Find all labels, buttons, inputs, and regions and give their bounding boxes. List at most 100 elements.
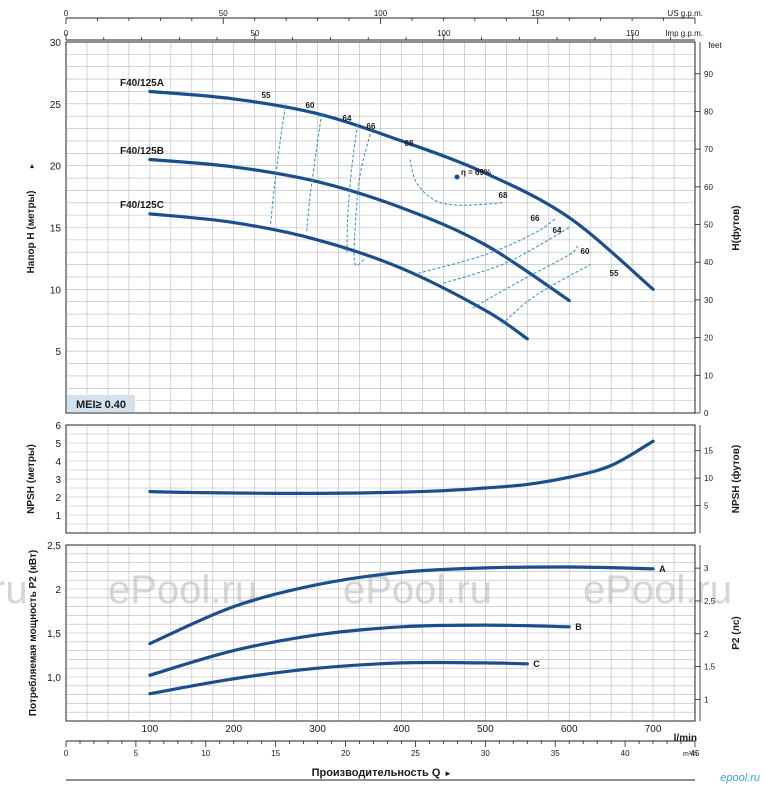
imp-gpm-tick-label: 150 [626, 29, 640, 38]
npsh-ytick-label: 3 [55, 475, 61, 486]
head-series-label: F40/125C [120, 200, 164, 211]
efficiency-label-right: 68 [499, 191, 508, 200]
corner-logo-text: epool.ru [720, 772, 760, 784]
efficiency-label-right: 64 [553, 226, 562, 235]
power-panel-frame [65, 544, 696, 722]
power-ytick-label: 1,5 [47, 629, 61, 640]
head-feet-unit: feet [708, 41, 722, 50]
npsh-ytick-label: 1 [55, 511, 61, 522]
power-y2tick-label: 2,5 [704, 597, 716, 606]
head-y2tick-label: 20 [704, 334, 713, 343]
m3h-tick-label: 20 [341, 749, 350, 758]
power-ytick-label: 1,0 [47, 673, 61, 684]
m3h-tick-label: 35 [551, 749, 560, 758]
lmin-tick-label: 300 [309, 724, 326, 735]
head-ytick-label: 20 [50, 162, 62, 173]
npsh-ytick-label: 4 [55, 457, 61, 468]
m3h-tick-label: 45 [691, 749, 700, 758]
power-ytick-label: 2 [55, 585, 61, 596]
efficiency-line-right [418, 217, 557, 274]
efficiency-label: 66 [367, 122, 376, 131]
m3h-tick-label: 30 [481, 749, 490, 758]
grid-layer [66, 42, 695, 721]
head-panel-frame [65, 41, 696, 414]
m3h-tick-label: 15 [271, 749, 280, 758]
imp-gpm-tick-label: 100 [437, 29, 451, 38]
lmin-tick-label: 500 [477, 724, 494, 735]
axes-layer [65, 17, 701, 781]
efficiency-line-left [409, 159, 503, 206]
mei-badge-text: MEI≥ 0.40 [76, 399, 126, 411]
efficiency-label: 64 [343, 114, 352, 123]
head-series-label: F40/125B [120, 146, 164, 157]
power-ytick-label: 2,5 [47, 541, 61, 552]
efficiency-line-left [353, 133, 371, 266]
efficiency-label-right: 55 [610, 269, 619, 278]
npsh-ytick-label: 5 [55, 439, 61, 450]
efficiency-label: 60 [306, 101, 315, 110]
npsh-y2label: NPSH (футов) [730, 445, 742, 514]
power-series-label: C [533, 659, 540, 669]
head-series-line [148, 157, 571, 303]
power-series-line [148, 623, 571, 677]
m3h-tick-label: 5 [134, 749, 139, 758]
head-ylabel-arrow: ► [29, 163, 36, 170]
efficiency-line-right [501, 264, 591, 325]
efficiency-line-left [306, 112, 323, 232]
head-y2tick-label: 50 [704, 221, 713, 230]
lmin-tick-label: 400 [393, 724, 410, 735]
lmin-tick-label: 600 [561, 724, 578, 735]
mei-badge-bg [67, 395, 135, 412]
lmin-tick-label: 700 [645, 724, 662, 735]
head-ylabel: Напор H (метры) [26, 191, 37, 274]
npsh-ytick-label: 6 [55, 421, 61, 432]
head-series-label: F40/125A [120, 78, 164, 89]
power-series-label: B [575, 622, 582, 632]
npsh-y2tick-label: 5 [704, 502, 709, 511]
watermark-text: ePool.ru [583, 568, 732, 612]
us-gpm-tick-label: 100 [374, 9, 388, 18]
power-ylabel: Потребляемая мощность P2 (кВт) [27, 550, 39, 716]
efficiency-label-right: 60 [581, 247, 590, 256]
efficiency-line-right [443, 227, 570, 284]
us-gpm-tick-label: 50 [219, 9, 228, 18]
head-ytick-label: 30 [50, 38, 62, 49]
head-y2label: H(футов) [730, 205, 742, 250]
head-y2tick-label: 10 [704, 371, 713, 380]
npsh-y2tick-label: 10 [704, 474, 713, 483]
m3h-tick-label: 10 [201, 749, 210, 758]
imp-gpm-tick-label: 50 [250, 29, 259, 38]
power-y2label: P2 (лс) [731, 616, 742, 649]
npsh-panel-frame [65, 424, 696, 534]
efficiency-line-left [270, 103, 287, 224]
m3h-tick-label: 40 [621, 749, 630, 758]
head-ytick-label: 15 [50, 224, 62, 235]
efficiency-label: 68 [405, 139, 414, 148]
watermark-text: ePool.ru [343, 568, 492, 612]
efficiency-line-right [472, 245, 579, 309]
head-y2tick-label: 60 [704, 183, 713, 192]
head-y2tick-label: 40 [704, 258, 713, 267]
npsh-ylabel: NPSH (метры) [26, 444, 37, 514]
lmin-tick-label: 100 [142, 724, 159, 735]
efficiency-line-left [346, 122, 359, 253]
head-y2tick-label: 0 [704, 409, 709, 418]
watermark-text: ru [0, 568, 28, 612]
head-y2tick-label: 30 [704, 296, 713, 305]
npsh-ytick-label: 2 [55, 493, 61, 504]
curves-layer [148, 89, 655, 696]
power-y2tick-label: 1,5 [704, 663, 716, 672]
m3h-tick-label: 0 [64, 749, 69, 758]
m3h-axis-label: m³/h [683, 751, 697, 758]
power-series-label: A [659, 564, 666, 574]
power-y2tick-label: 2 [704, 630, 709, 639]
npsh-y2tick-label: 15 [704, 447, 713, 456]
watermark-text: ePool.ru [108, 568, 257, 612]
imp-gpm-tick-label: 0 [64, 29, 69, 38]
us-gpm-tick-label: 0 [64, 9, 69, 18]
power-y2tick-label: 3 [704, 564, 709, 573]
efficiency-label: η = 69% [461, 168, 491, 177]
x-axis-title: Производительность Q [312, 767, 441, 779]
lmin-axis-label: l/min [674, 733, 697, 744]
